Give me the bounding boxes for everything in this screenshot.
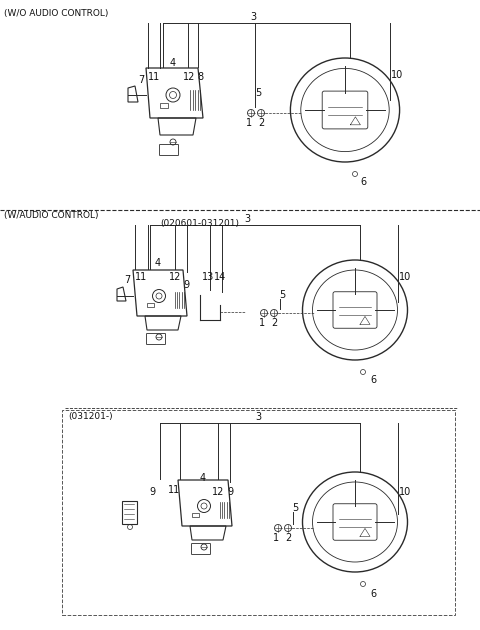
Text: (031201-): (031201-)	[68, 412, 113, 421]
Text: 9: 9	[227, 487, 233, 497]
Text: 14: 14	[214, 272, 226, 282]
Text: 4: 4	[170, 58, 176, 68]
Text: 11: 11	[168, 485, 180, 495]
Text: 10: 10	[391, 70, 403, 80]
Text: 11: 11	[135, 272, 147, 282]
Text: 1: 1	[259, 318, 265, 328]
Text: 11: 11	[148, 72, 160, 82]
Text: 6: 6	[370, 375, 376, 385]
Text: 12: 12	[183, 72, 195, 82]
Text: 10: 10	[399, 487, 411, 497]
Text: 6: 6	[360, 177, 366, 187]
Text: 6: 6	[370, 589, 376, 599]
Text: 12: 12	[169, 272, 181, 282]
Bar	[192, 513, 199, 517]
Text: 1: 1	[273, 533, 279, 543]
Text: 2: 2	[271, 318, 277, 328]
Text: 13: 13	[202, 272, 214, 282]
Text: 9: 9	[183, 280, 189, 290]
Text: 5: 5	[279, 290, 285, 300]
Text: 9: 9	[149, 487, 155, 497]
Text: 4: 4	[200, 473, 206, 483]
Text: 12: 12	[212, 487, 224, 497]
Text: 3: 3	[244, 214, 250, 224]
Text: 3: 3	[250, 12, 256, 22]
Text: 7: 7	[138, 75, 144, 85]
Text: 10: 10	[399, 272, 411, 282]
Text: (W/O AUDIO CONTROL): (W/O AUDIO CONTROL)	[4, 9, 108, 18]
Text: (020601-031201): (020601-031201)	[160, 219, 240, 228]
Text: 2: 2	[258, 118, 264, 128]
Text: 8: 8	[197, 72, 203, 82]
Text: 5: 5	[255, 88, 261, 98]
Text: 4: 4	[155, 258, 161, 268]
Text: 3: 3	[255, 412, 261, 422]
Text: 2: 2	[285, 533, 291, 543]
Text: 7: 7	[124, 275, 130, 285]
Text: 5: 5	[292, 503, 298, 513]
Text: (W/AUDIO CONTROL): (W/AUDIO CONTROL)	[4, 211, 98, 220]
Text: 1: 1	[246, 118, 252, 128]
Bar	[160, 103, 168, 108]
Bar	[147, 303, 154, 307]
